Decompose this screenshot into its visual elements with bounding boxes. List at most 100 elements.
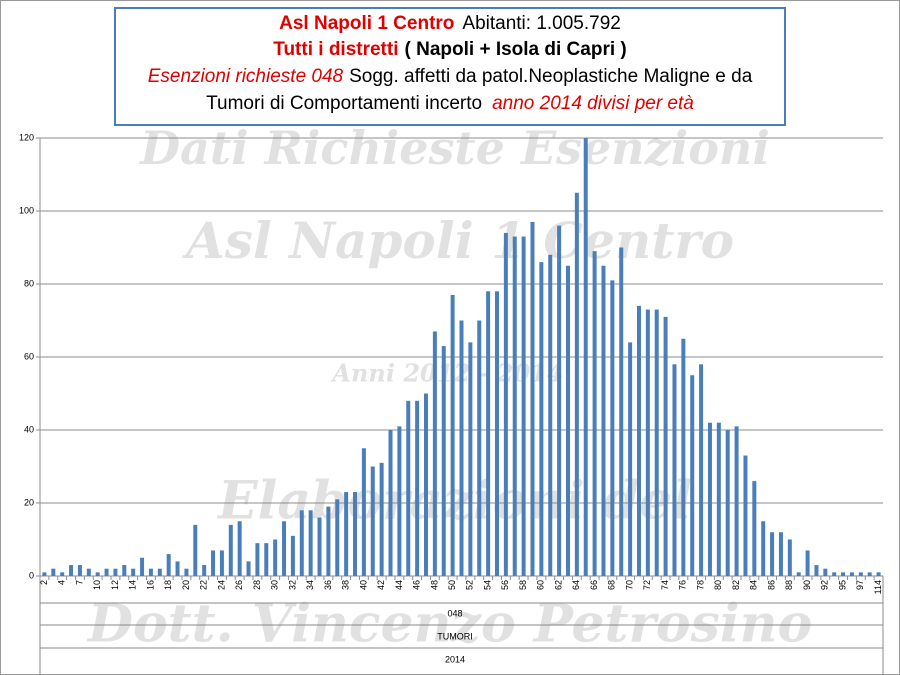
bar: [388, 430, 393, 576]
bar: [690, 375, 695, 576]
bar: [361, 448, 366, 576]
x-tick-label: 56: [500, 580, 510, 590]
bar: [823, 568, 828, 576]
group-label: 048: [447, 608, 462, 618]
x-tick-label: 2: [39, 580, 49, 585]
x-tick-label: 92: [820, 580, 830, 590]
bar: [486, 291, 491, 576]
x-tick-label: 14: [128, 580, 138, 590]
y-tick-label: 100: [19, 205, 34, 215]
watermark: Asl Napoli 1 Centro: [182, 211, 734, 270]
bar: [264, 543, 269, 576]
bar: [77, 565, 82, 576]
x-tick-label: 74: [660, 580, 670, 590]
x-tick-label: 32: [287, 580, 297, 590]
bar: [335, 499, 340, 576]
x-tick-label: 54: [482, 580, 492, 590]
x-tick-label: 60: [536, 580, 546, 590]
bar: [424, 393, 429, 576]
y-tick-label: 20: [24, 497, 34, 507]
bar: [654, 309, 659, 576]
bar: [450, 294, 455, 576]
bar: [317, 517, 322, 576]
x-tick-label: 66: [589, 580, 599, 590]
x-tick-label: 84: [749, 580, 759, 590]
x-tick-label: 58: [518, 580, 528, 590]
bar: [122, 565, 127, 576]
x-tick-label: 4: [57, 580, 67, 585]
bar: [574, 192, 579, 576]
bar: [60, 572, 65, 576]
bar: [441, 346, 446, 576]
title-part: Asl Napoli 1 Centro: [279, 13, 454, 34]
x-tick-label: 26: [234, 580, 244, 590]
bar: [237, 521, 242, 576]
bar: [157, 568, 162, 576]
x-tick-label: 16: [145, 580, 155, 590]
bar: [273, 539, 278, 576]
x-tick-label: 68: [607, 580, 617, 590]
bar: [290, 535, 295, 576]
x-tick-label: 40: [358, 580, 368, 590]
bar: [787, 539, 792, 576]
bar: [858, 572, 863, 576]
x-tick-label: 46: [412, 580, 422, 590]
x-tick-label: 82: [731, 580, 741, 590]
bar: [832, 572, 837, 576]
y-tick-label: 40: [24, 424, 34, 434]
bar: [282, 521, 287, 576]
bar: [557, 225, 562, 576]
bar: [299, 510, 304, 576]
bar: [601, 265, 606, 576]
title-part: Tutti i distretti: [273, 39, 398, 60]
bar: [521, 236, 526, 577]
x-tick-label: 48: [429, 580, 439, 590]
group-label: 2014: [445, 654, 465, 664]
bar: [530, 221, 535, 576]
bar: [636, 305, 641, 576]
bar: [184, 568, 189, 576]
x-tick-label: 7: [74, 580, 84, 585]
x-tick-label: 78: [695, 580, 705, 590]
bar: [95, 572, 100, 576]
bar: [140, 557, 145, 576]
x-tick-label: 64: [571, 580, 581, 590]
bar: [353, 492, 358, 576]
bar: [725, 430, 730, 576]
x-tick-label: 20: [181, 580, 191, 590]
x-tick-label: 28: [252, 580, 262, 590]
x-tick-label: 76: [678, 580, 688, 590]
x-tick-label: 12: [110, 580, 120, 590]
bar: [326, 506, 331, 576]
bar: [255, 543, 260, 576]
x-tick-label: 97: [855, 580, 865, 590]
bar: [468, 342, 473, 576]
bar: [548, 254, 553, 577]
watermark: Dott. Vincenzo Petrosino: [86, 594, 812, 655]
y-tick-label: 80: [24, 278, 34, 288]
bar: [503, 232, 508, 576]
bar: [86, 568, 91, 576]
x-tick-label: 50: [447, 580, 457, 590]
x-tick-label: 18: [163, 580, 173, 590]
x-tick-label: 80: [713, 580, 723, 590]
bar: [619, 247, 624, 576]
bar: [131, 568, 136, 576]
bar: [583, 138, 588, 576]
y-tick-label: 120: [19, 132, 34, 142]
bar: [716, 422, 721, 576]
bar: [166, 554, 171, 576]
bar: [734, 426, 739, 576]
x-tick-label: 95: [837, 580, 847, 590]
bar: [148, 568, 153, 576]
category-table: [39, 576, 884, 675]
bar: [610, 280, 615, 576]
bar: [512, 236, 517, 577]
x-tick-label: 86: [766, 580, 776, 590]
x-tick-label: 30: [270, 580, 280, 590]
title-line: Esenzioni richieste 048 Sogg. affetti da …: [148, 66, 753, 87]
bar: [628, 342, 633, 576]
bar: [805, 550, 810, 576]
title-part: Sogg. affetti da patol.Neoplastiche Mali…: [349, 66, 753, 87]
title-part: Esenzioni richieste 048: [148, 66, 344, 87]
